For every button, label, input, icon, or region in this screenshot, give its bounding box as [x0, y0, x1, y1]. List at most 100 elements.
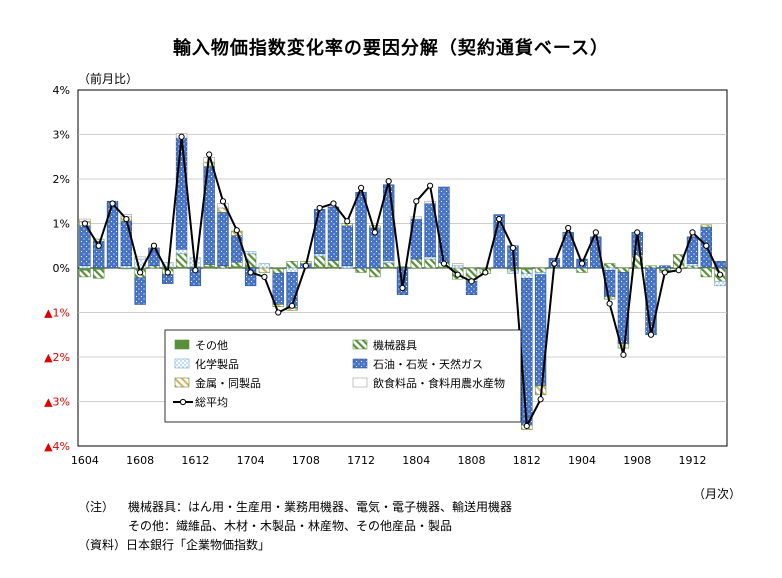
x-tick-label: 1708: [292, 454, 320, 467]
average-line-point: [496, 215, 503, 223]
bar-segment-3: [134, 277, 146, 305]
chart-title: 輸入物価指数変化率の要因分解（契約通貨ベース）: [172, 38, 610, 59]
y-tick-label: ▲4%: [44, 440, 70, 453]
bar-segment-1: [355, 267, 367, 273]
bar-segment-2: [244, 251, 257, 255]
bar-segment-1: [286, 261, 298, 269]
bar-segment-1: [645, 265, 657, 269]
bar-segment-1: [424, 258, 436, 269]
average-line-point: [413, 198, 420, 205]
average-line-point: [109, 200, 116, 207]
average-line: [81, 133, 724, 430]
average-line-point: [703, 242, 710, 249]
x-tick-label: 1808: [458, 454, 486, 467]
average-line-point: [302, 262, 309, 269]
legend-label: 石油・石炭・天然ガス: [373, 357, 483, 371]
average-line-point: [427, 182, 434, 189]
average-line-point: [192, 267, 199, 274]
bar-segment-4: [272, 304, 284, 308]
legend-line-marker: [179, 398, 187, 406]
bar-segment-3: [686, 236, 699, 264]
y-axis-unit-label: （前月比）: [78, 72, 139, 86]
bar-segment-3: [341, 225, 353, 267]
bar-segment-4: [700, 224, 712, 228]
bar-segment-1: [383, 262, 395, 268]
legend-swatch: [174, 377, 190, 388]
average-line-point: [689, 229, 696, 236]
y-tick-label: ▲2%: [44, 351, 70, 364]
average-line-point: [81, 220, 89, 227]
bar-segment-2: [714, 281, 726, 287]
average-line-point: [675, 267, 682, 274]
bar-segment-1: [313, 255, 326, 268]
note-prefix: （注）: [78, 500, 115, 514]
average-line-point: [344, 218, 351, 225]
y-tick-label: 0%: [53, 262, 70, 275]
bar-segment-3: [148, 247, 160, 267]
average-line-point: [261, 273, 268, 280]
average-line-point: [606, 300, 613, 307]
bar-segment-3: [521, 277, 533, 426]
x-axis-ticks: 1604 1608 1612 1704 1708 1712 1804 1808 1812 1904…: [71, 454, 707, 467]
average-line-point: [150, 242, 158, 249]
legend-box: [164, 329, 522, 423]
average-line-point: [233, 227, 240, 234]
legend-swatch: [352, 377, 368, 388]
y-tick-label: 4%: [53, 84, 70, 97]
bar-segment-1: [700, 267, 712, 278]
bar-segment-3: [272, 273, 284, 305]
average-line-point: [137, 269, 144, 276]
legend-label: 金属・同製品: [195, 376, 261, 390]
bar-segment-3: [438, 186, 450, 263]
bar-segment-1: [576, 267, 588, 273]
bar-segment-2: [120, 265, 133, 269]
bar-segment-2: [603, 267, 616, 271]
legend-swatch: [174, 358, 190, 369]
average-line-point: [164, 269, 171, 276]
bar-segment-4: [369, 225, 381, 229]
legend-label: その他: [195, 339, 228, 352]
bar-segment-2: [258, 263, 271, 269]
bar-segment-1: [148, 265, 160, 269]
y-axis-ticks: 4% 3% 2% 1% 0% ▲1% ▲2% ▲3% ▲4%: [44, 84, 70, 453]
bar-segment-3: [659, 265, 671, 269]
bar-segment-2: [313, 253, 326, 257]
average-line-point: [123, 215, 130, 223]
x-tick-label: 1712: [347, 454, 375, 467]
average-line-point: [551, 260, 558, 267]
average-line-point: [634, 229, 641, 236]
average-line-point: [468, 278, 475, 285]
average-line-point: [578, 260, 586, 267]
average-line-point: [592, 229, 599, 236]
bar-segment-1: [327, 260, 340, 268]
x-tick-label: 1704: [237, 454, 265, 467]
note-machinery-text: 機械器具：はん用・生産用・業務用機器、電気・電子機器、輸送用機器: [128, 500, 513, 514]
average-line-point: [661, 269, 668, 276]
average-line-point: [288, 302, 296, 309]
bar-segment-1: [369, 267, 381, 278]
bar-segment-2: [534, 272, 547, 275]
y-tick-label: ▲1%: [44, 307, 70, 320]
average-line-point: [95, 242, 102, 249]
bar-segment-5: [134, 256, 146, 260]
bar-segment-2: [452, 265, 464, 269]
average-line-point: [440, 260, 448, 267]
legend-swatch: [174, 339, 190, 350]
x-tick-label: 1812: [513, 454, 541, 467]
legend-label: 総平均: [195, 395, 228, 409]
y-tick-label: 1%: [53, 218, 70, 231]
legend-label: 機械器具: [373, 338, 417, 352]
bar-segment-2: [686, 263, 699, 267]
average-line-point: [399, 284, 406, 292]
average-line-point: [523, 422, 530, 430]
bar-segment-2: [383, 260, 395, 263]
average-line-point: [357, 184, 365, 191]
average-line-point: [385, 178, 392, 185]
bar-segment-3: [106, 200, 119, 269]
note-other: その他：繊維品、木材・木製品・林産物、その他産品・製品: [128, 519, 453, 533]
average-line-point: [178, 133, 185, 140]
bar-segment-5: [410, 216, 422, 220]
bar-segment-4: [93, 238, 105, 242]
